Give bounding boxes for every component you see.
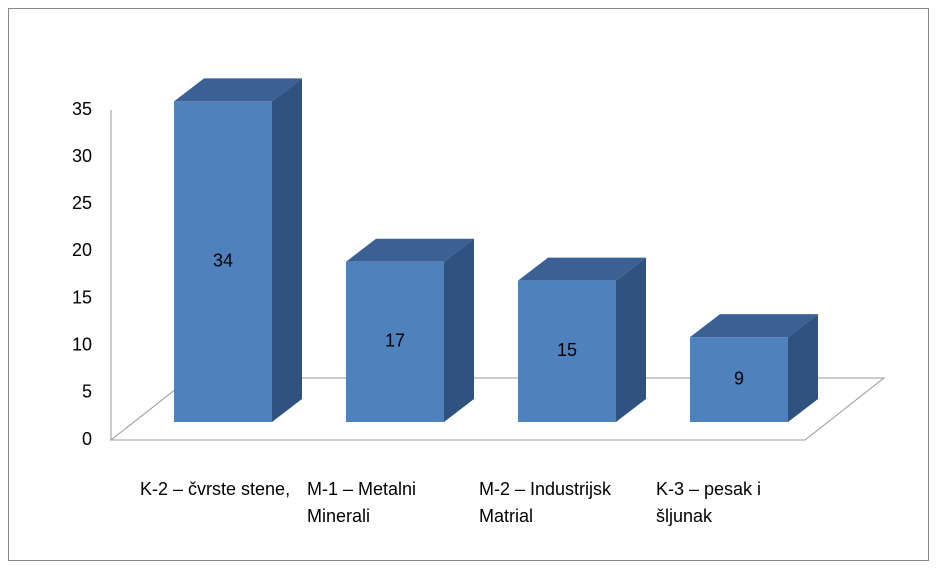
bar-side <box>616 257 646 422</box>
bar-front <box>346 261 444 422</box>
y-tick-label: 5 <box>82 382 92 402</box>
bar-top <box>518 257 646 281</box>
x-tick-label: M-1 – Metalni Minerali <box>307 479 417 526</box>
y-tick-label: 35 <box>72 99 92 119</box>
bar <box>518 257 646 422</box>
bar-front <box>174 101 272 422</box>
data-label: 15 <box>557 340 577 360</box>
x-tick-label: K-2 – čvrste stene, <box>140 479 291 499</box>
bar-side <box>444 238 474 422</box>
data-label: 9 <box>734 368 744 388</box>
y-tick-label: 25 <box>72 193 92 213</box>
y-tick-label: 10 <box>72 334 92 354</box>
y-tick-label: 15 <box>72 287 92 307</box>
bar-top <box>174 78 302 102</box>
data-label: 34 <box>213 250 233 270</box>
x-tick-label: K-3 – pesak i šljunak <box>656 479 762 526</box>
bar <box>690 314 818 422</box>
x-tick-label: M-2 – Industrijsk Matrial <box>479 479 612 526</box>
bar-side <box>272 78 302 422</box>
bar-front <box>690 337 788 422</box>
y-tick-label: 30 <box>72 146 92 166</box>
bar-top <box>346 238 474 262</box>
y-tick-label: 0 <box>82 429 92 449</box>
bar-top <box>690 314 818 338</box>
bar <box>346 238 474 422</box>
floor <box>109 377 886 441</box>
bar-side <box>788 314 818 422</box>
bar-front <box>518 280 616 422</box>
data-label: 17 <box>385 331 405 351</box>
y-tick-label: 20 <box>72 240 92 260</box>
bar <box>174 78 302 422</box>
